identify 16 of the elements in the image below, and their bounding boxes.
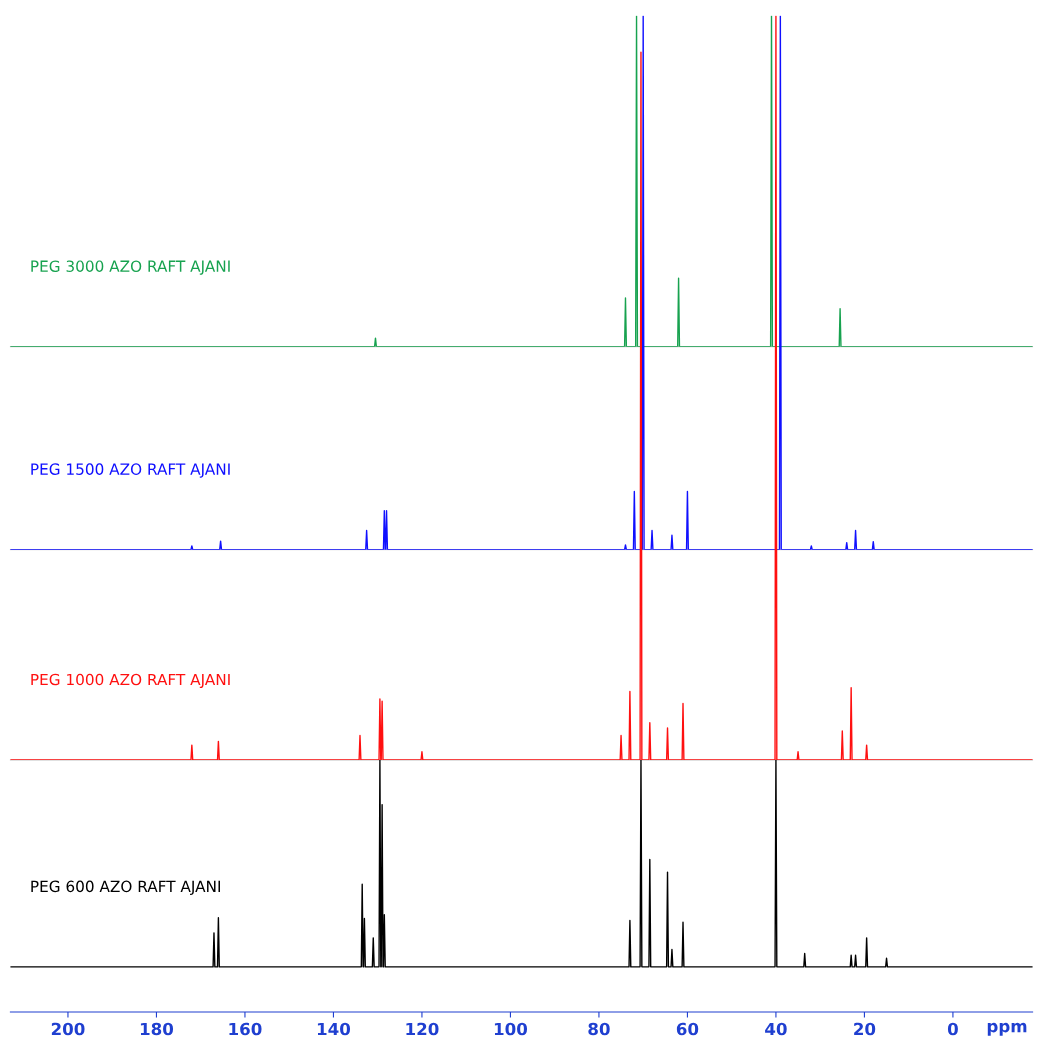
x-tick-label: 180 xyxy=(140,1022,174,1036)
x-tick-label: 40 xyxy=(765,1022,787,1036)
x-tick-label: 120 xyxy=(406,1022,439,1036)
text: PEG 3000 AZO RAFT AJANI xyxy=(31,260,230,275)
text: PEG 1500 AZO RAFT AJANI xyxy=(31,463,230,478)
x-tick-label: 100 xyxy=(494,1022,528,1036)
text: PEG 1000 AZO RAFT AJANI xyxy=(31,673,230,689)
x-tick-label: 0 xyxy=(947,1022,958,1036)
x-tick-label: 20 xyxy=(854,1022,876,1036)
x-axis-title: ppm xyxy=(987,1022,1027,1036)
series-label: PEG 600 AZO RAFT AJANI xyxy=(31,880,220,895)
x-tick-label: 60 xyxy=(676,1022,699,1036)
x-tick-label: 200 xyxy=(51,1022,85,1036)
x-tick-label: 80 xyxy=(588,1022,610,1036)
x-tick-label: 160 xyxy=(229,1022,262,1036)
x-tick-label: 140 xyxy=(317,1022,351,1036)
